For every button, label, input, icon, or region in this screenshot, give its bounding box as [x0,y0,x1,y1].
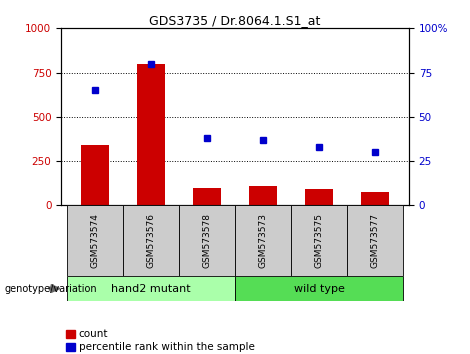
Legend: count, percentile rank within the sample: count, percentile rank within the sample [66,329,255,352]
Bar [81,145,109,205]
FancyBboxPatch shape [291,205,347,276]
Bar [305,189,333,205]
Text: GSM573574: GSM573574 [90,213,99,268]
Bar [193,188,221,205]
FancyBboxPatch shape [235,276,403,301]
Text: GSM573575: GSM573575 [314,213,324,268]
Title: GDS3735 / Dr.8064.1.S1_at: GDS3735 / Dr.8064.1.S1_at [149,14,321,27]
FancyBboxPatch shape [67,205,123,276]
FancyBboxPatch shape [179,205,235,276]
Text: GSM573577: GSM573577 [371,213,380,268]
FancyBboxPatch shape [235,205,291,276]
Text: wild type: wild type [294,284,345,293]
Bar [249,186,277,205]
FancyBboxPatch shape [123,205,179,276]
Bar [137,64,165,205]
FancyBboxPatch shape [67,276,235,301]
Text: GSM573573: GSM573573 [258,213,267,268]
Text: GSM573576: GSM573576 [146,213,156,268]
FancyBboxPatch shape [347,205,403,276]
Bar [361,192,389,205]
Text: genotype/variation: genotype/variation [5,284,97,293]
Text: hand2 mutant: hand2 mutant [111,284,191,293]
Text: GSM573578: GSM573578 [203,213,212,268]
